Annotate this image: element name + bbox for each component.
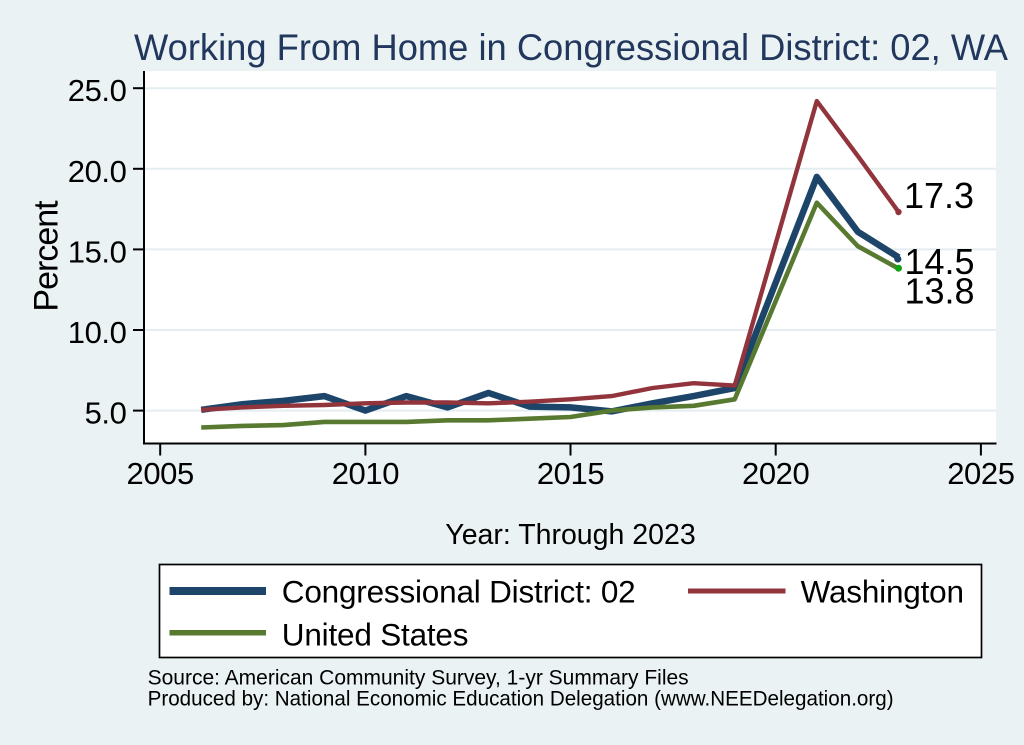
svg-text:Congressional District: 02: Congressional District: 02: [282, 574, 636, 610]
svg-text:2025: 2025: [947, 456, 1014, 491]
svg-text:Percent: Percent: [28, 200, 66, 312]
svg-text:25.0: 25.0: [68, 73, 127, 108]
svg-text:United States: United States: [282, 617, 469, 653]
svg-text:20.0: 20.0: [68, 154, 127, 189]
svg-text:2005: 2005: [127, 456, 194, 491]
svg-text:Source: American Community Sur: Source: American Community Survey, 1-yr …: [148, 666, 689, 689]
svg-text:Produced by: National Economic: Produced by: National Economic Education…: [148, 688, 894, 711]
svg-text:Washington: Washington: [801, 574, 964, 610]
svg-text:Year: Through 2023: Year: Through 2023: [445, 519, 695, 551]
svg-text:2020: 2020: [742, 456, 810, 491]
svg-text:2015: 2015: [537, 456, 604, 491]
svg-text:17.3: 17.3: [904, 175, 974, 216]
svg-text:10.0: 10.0: [68, 315, 127, 350]
svg-text:15.0: 15.0: [68, 234, 127, 269]
svg-text:2010: 2010: [332, 456, 400, 491]
svg-text:14.5: 14.5: [905, 241, 975, 282]
svg-text:Working From Home in Congressi: Working From Home in Congressional Distr…: [134, 27, 1008, 68]
svg-text:13.8: 13.8: [905, 271, 975, 312]
svg-text:5.0: 5.0: [85, 396, 127, 431]
